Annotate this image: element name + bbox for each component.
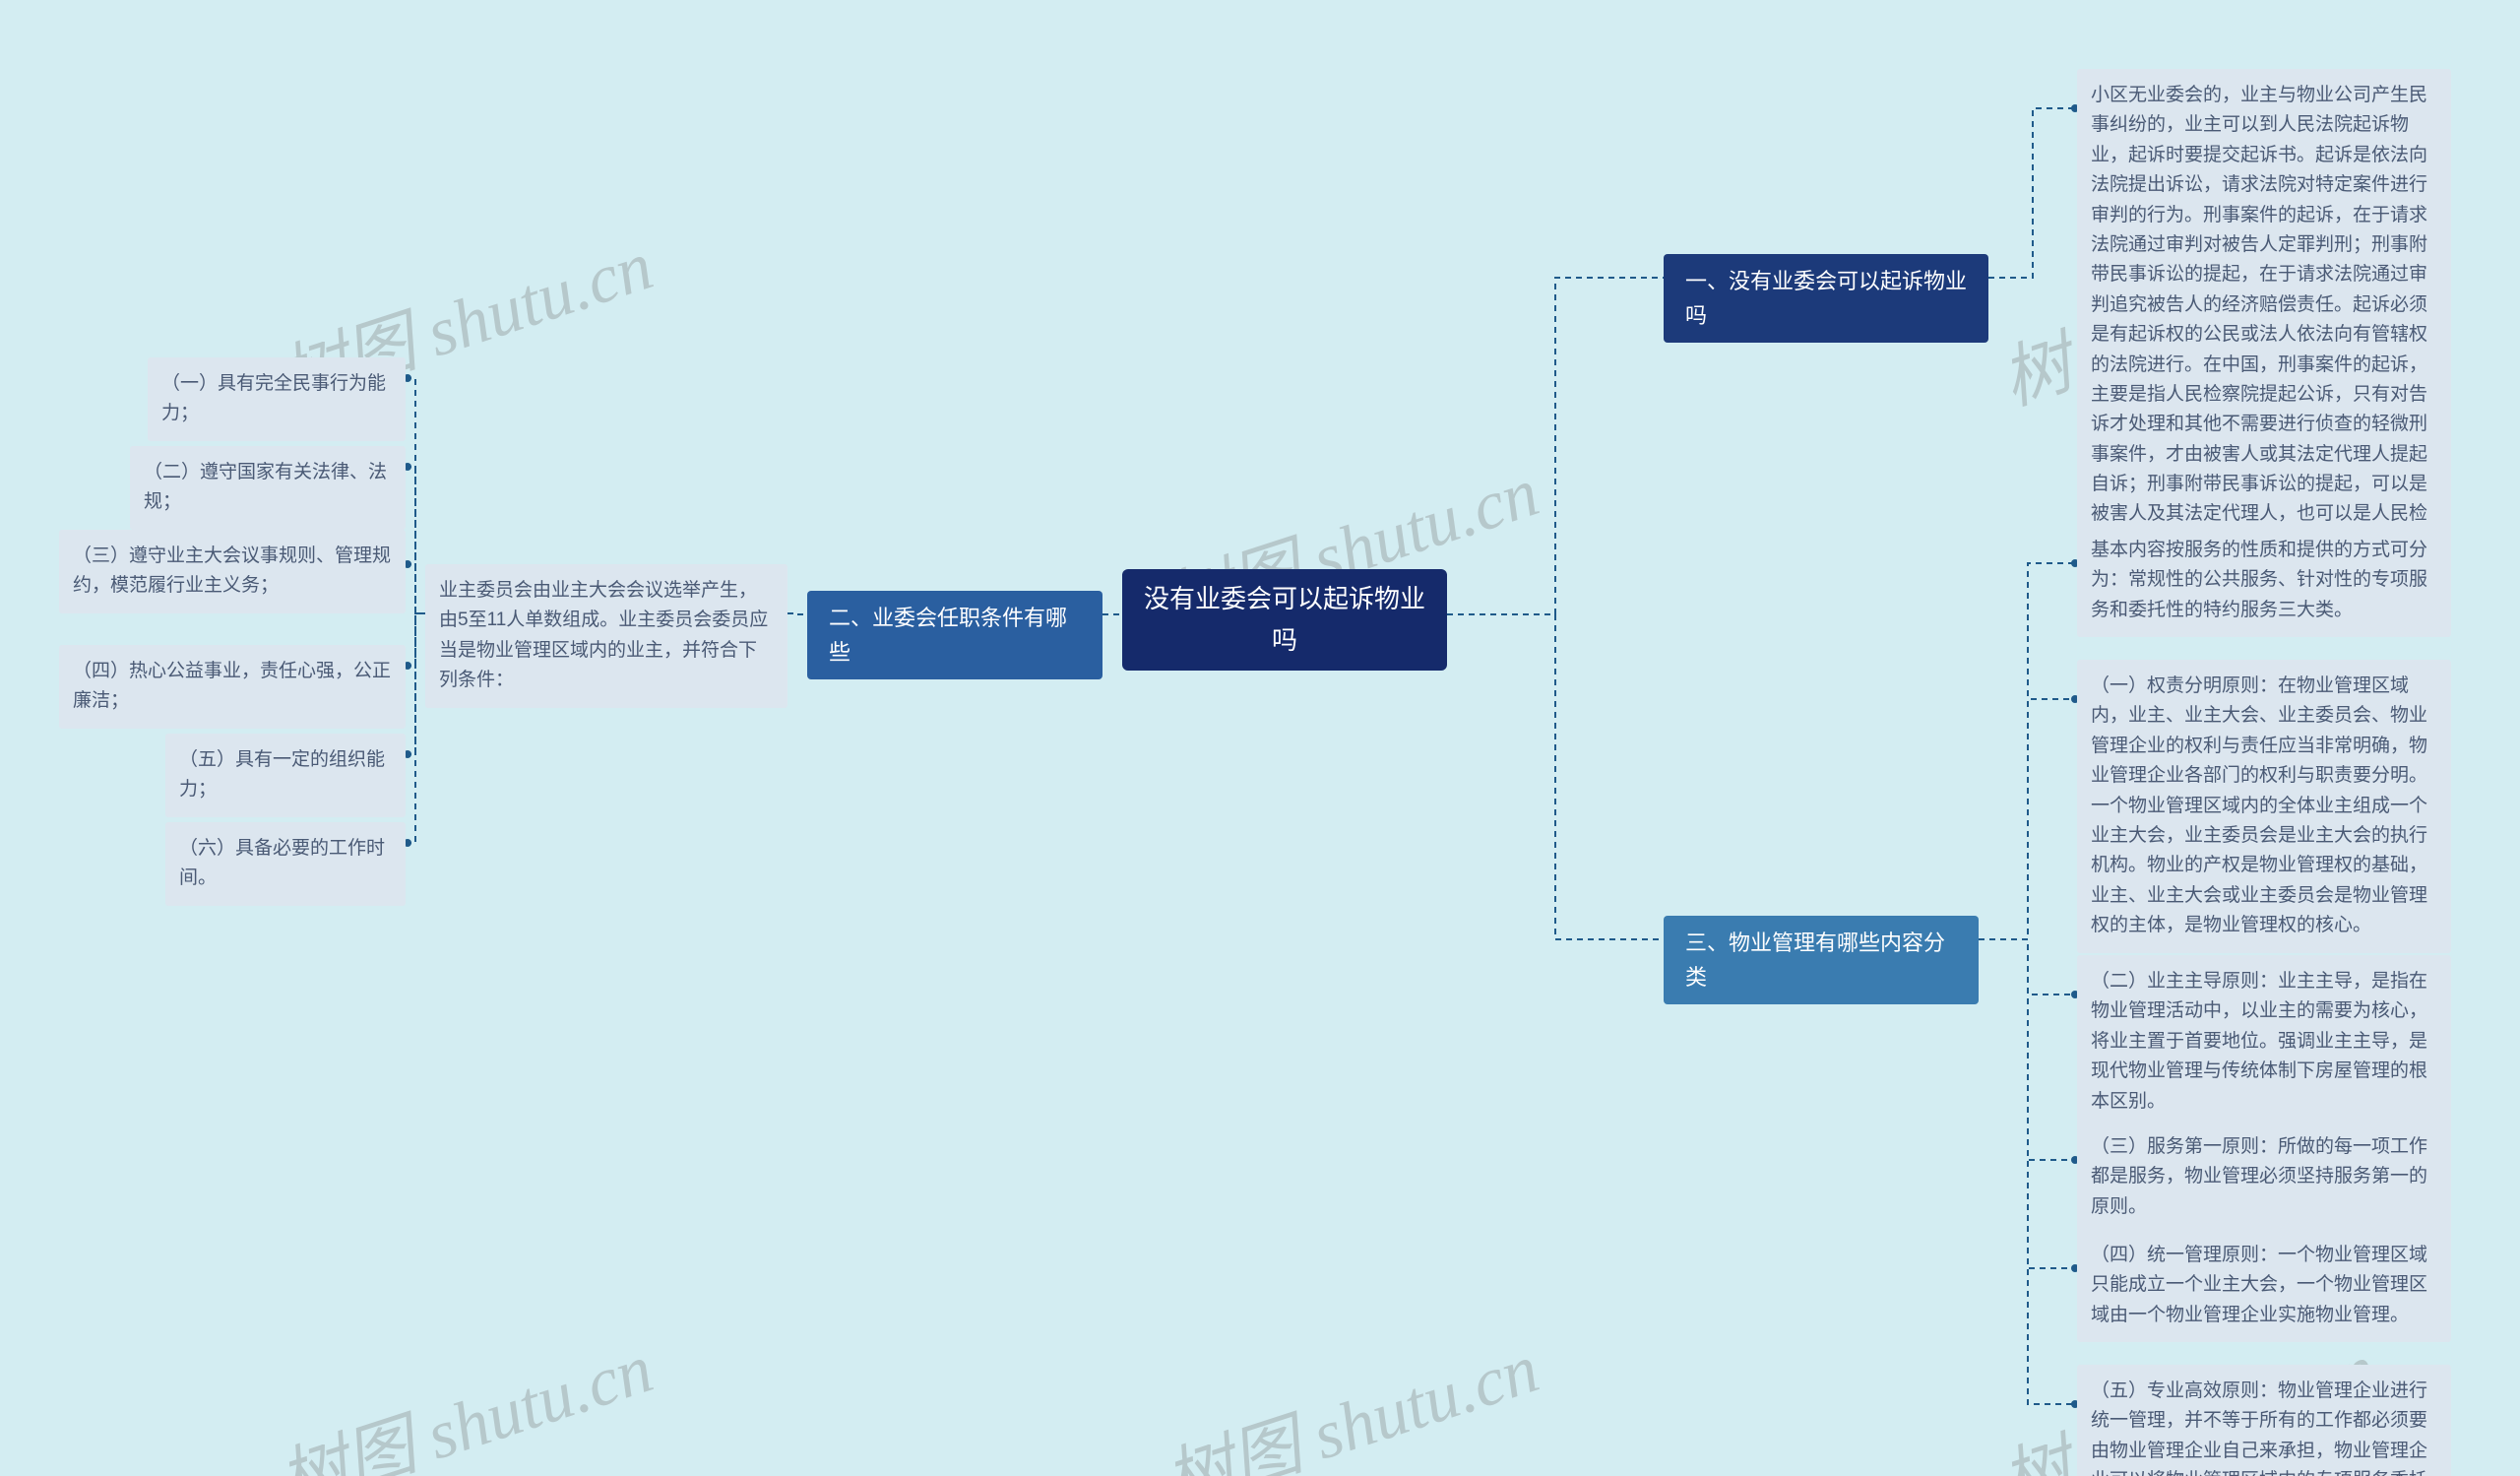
- leaf-r3-4: （四）统一管理原则：一个物业管理区域只能成立一个业主大会，一个物业管理区域由一个…: [2077, 1229, 2451, 1342]
- root-node: 没有业委会可以起诉物业吗: [1122, 569, 1447, 671]
- leaf-r1-0: 小区无业委会的，业主与物业公司产生民事纠纷的，业主可以到人民法院起诉物业，起诉时…: [2077, 69, 2451, 571]
- mindmap-canvas: 树图 shutu.cn树图 shutu.cn树图 shutu.cn树图 shut…: [0, 0, 2520, 1476]
- leaf-l2-2: （三）遵守业主大会议事规则、管理规约，模范履行业主义务；: [59, 530, 406, 613]
- leaf-l2-3: （四）热心公益事业，责任心强，公正廉洁；: [59, 645, 406, 729]
- leaf-r3-3: （三）服务第一原则：所做的每一项工作都是服务，物业管理必须坚持服务第一的原则。: [2077, 1121, 2451, 1234]
- leaf-l2-4: （五）具有一定的组织能力；: [165, 734, 406, 817]
- leaf-l2-0: （一）具有完全民事行为能力；: [148, 357, 406, 441]
- leaf-r3-1: （一）权责分明原则：在物业管理区域内，业主、业主大会、业主委员会、物业管理企业的…: [2077, 660, 2451, 953]
- leaf-l2-1: （二）遵守国家有关法律、法规；: [130, 446, 406, 530]
- branch-r1: 一、没有业委会可以起诉物业吗: [1664, 254, 1988, 343]
- leaf-r3-0: 基本内容按服务的性质和提供的方式可分为：常规性的公共服务、针对性的专项服务和委托…: [2077, 524, 2451, 637]
- watermark: 树图 shutu.cn: [265, 1314, 663, 1476]
- leaf-l2-5: （六）具备必要的工作时间。: [165, 822, 406, 906]
- leaf-r3-2: （二）业主主导原则：业主主导，是指在物业管理活动中，以业主的需要为核心，将业主置…: [2077, 955, 2451, 1128]
- watermark: 树图 shutu.cn: [1151, 1314, 1549, 1476]
- mid-l2: 业主委员会由业主大会会议选举产生，由5至11人单数组成。业主委员会委员应当是物业…: [425, 564, 788, 708]
- branch-l2: 二、业委会任职条件有哪些: [807, 591, 1102, 679]
- leaf-r3-5: （五）专业高效原则：物业管理企业进行统一管理，并不等于所有的工作都必须要由物业管…: [2077, 1365, 2451, 1476]
- branch-r3: 三、物业管理有哪些内容分类: [1664, 916, 1979, 1004]
